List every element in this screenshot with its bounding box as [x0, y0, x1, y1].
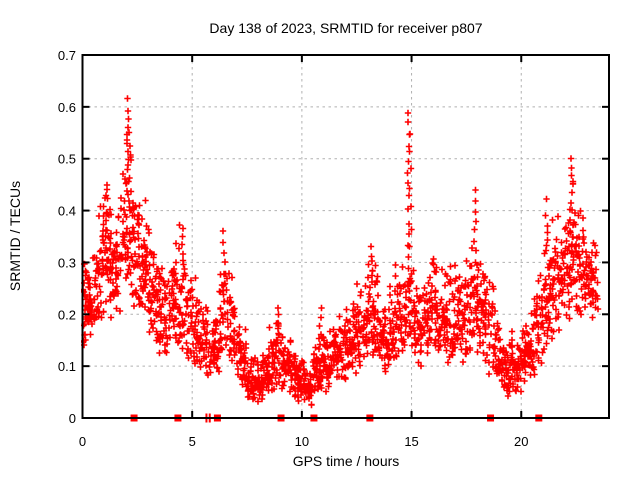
y-tick-label: 0.5 [58, 152, 76, 167]
plot-border-and-ticks [81, 54, 610, 419]
y-tick-label: 0.3 [58, 255, 76, 270]
y-tick-label: 0.4 [58, 204, 76, 219]
y-tick-label: 0.6 [58, 100, 76, 115]
y-tick-label: 0.1 [58, 359, 76, 374]
x-axis-label: GPS time / hours [293, 453, 400, 469]
y-axis-label: SRMTID / TECUs [7, 181, 23, 291]
chart-title: Day 138 of 2023, SRMTID for receiver p80… [209, 20, 482, 36]
x-tick-label: 5 [189, 434, 196, 449]
x-tick-label: 10 [295, 434, 309, 449]
y-tick-label: 0.7 [58, 48, 76, 63]
x-tick-label: 20 [514, 434, 528, 449]
x-tick-label: 0 [79, 434, 86, 449]
scatter-points [81, 95, 602, 409]
tick-labels: 0 5 10 15 20 0 0.1 0.2 0.3 0.4 0.5 0.6 0.7 [58, 48, 529, 449]
y-tick-label: 0 [69, 411, 76, 426]
x-tick-label: 15 [404, 434, 418, 449]
y-tick-label: 0.2 [58, 307, 76, 322]
